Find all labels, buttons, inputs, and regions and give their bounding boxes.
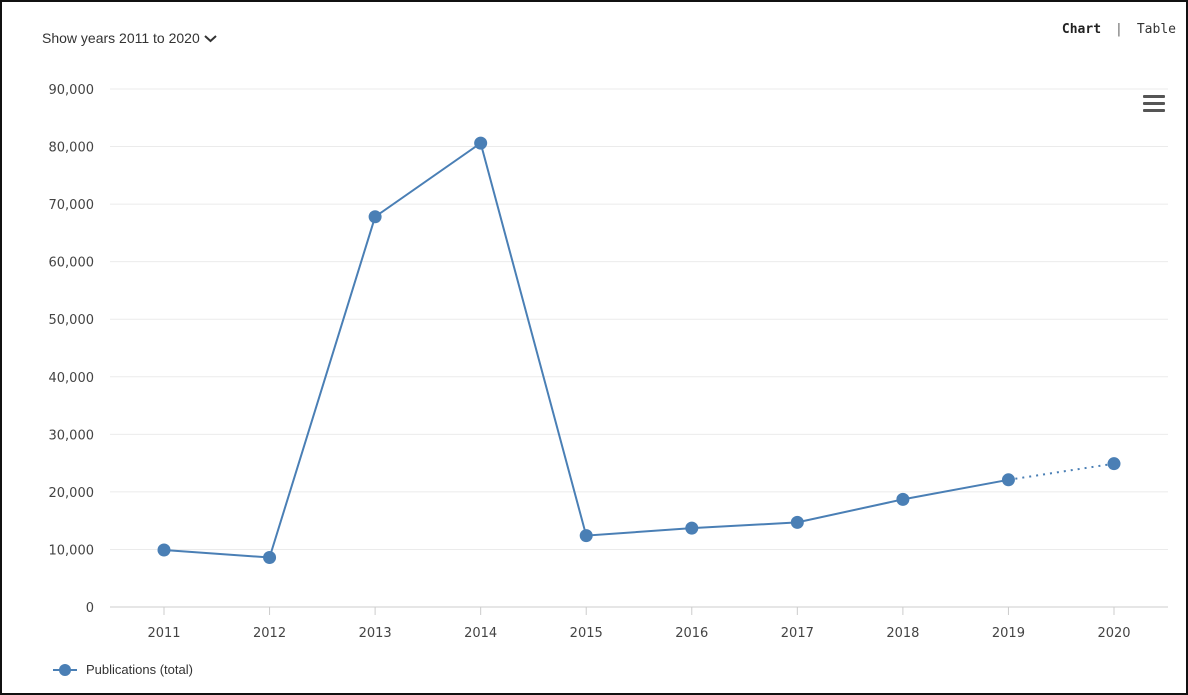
y-tick-label: 60,000 (49, 256, 95, 271)
x-tick-label: 2016 (675, 626, 708, 641)
x-tick-label: 2012 (253, 626, 286, 641)
y-tick-label: 10,000 (49, 543, 95, 558)
y-tick-label: 0 (86, 601, 94, 616)
data-point[interactable] (791, 516, 804, 529)
y-tick-label: 50,000 (49, 313, 95, 328)
data-point[interactable] (474, 137, 487, 150)
y-tick-label: 20,000 (49, 486, 95, 501)
x-axis: 2011 2012 2013 2014 2015 2016 2017 2018 2019 2020 (147, 607, 1130, 641)
x-tick-label: 2020 (1097, 626, 1130, 641)
x-tick-label: 2017 (781, 626, 814, 641)
y-tick-label: 90,000 (49, 83, 95, 98)
grid-layer (110, 89, 1168, 607)
data-point[interactable] (1002, 473, 1015, 486)
legend-item-publications[interactable]: Publications (total) (52, 662, 193, 677)
data-point[interactable] (685, 522, 698, 535)
series-line (164, 143, 1008, 557)
x-tick-label: 2013 (359, 626, 392, 641)
circle-marker-icon (52, 663, 78, 677)
x-tick-label: 2018 (886, 626, 919, 641)
data-point[interactable] (896, 493, 909, 506)
data-point[interactable] (369, 210, 382, 223)
x-tick-label: 2015 (570, 626, 603, 641)
data-point[interactable] (158, 544, 171, 557)
x-tick-label: 2011 (147, 626, 180, 641)
legend-label: Publications (total) (86, 662, 193, 677)
series-line-projected (1008, 464, 1114, 480)
y-tick-label: 40,000 (49, 371, 95, 386)
y-tick-label: 70,000 (49, 198, 95, 213)
series-layer (158, 137, 1121, 564)
y-tick-label: 80,000 (49, 141, 95, 156)
x-tick-label: 2014 (464, 626, 497, 641)
y-tick-label: 30,000 (49, 428, 95, 443)
data-point[interactable] (263, 551, 276, 564)
y-axis: 0 10,000 20,000 30,000 40,000 50,000 60,000 70,… (49, 83, 95, 616)
x-tick-label: 2019 (992, 626, 1025, 641)
data-point[interactable] (580, 529, 593, 542)
data-point[interactable] (1108, 457, 1121, 470)
